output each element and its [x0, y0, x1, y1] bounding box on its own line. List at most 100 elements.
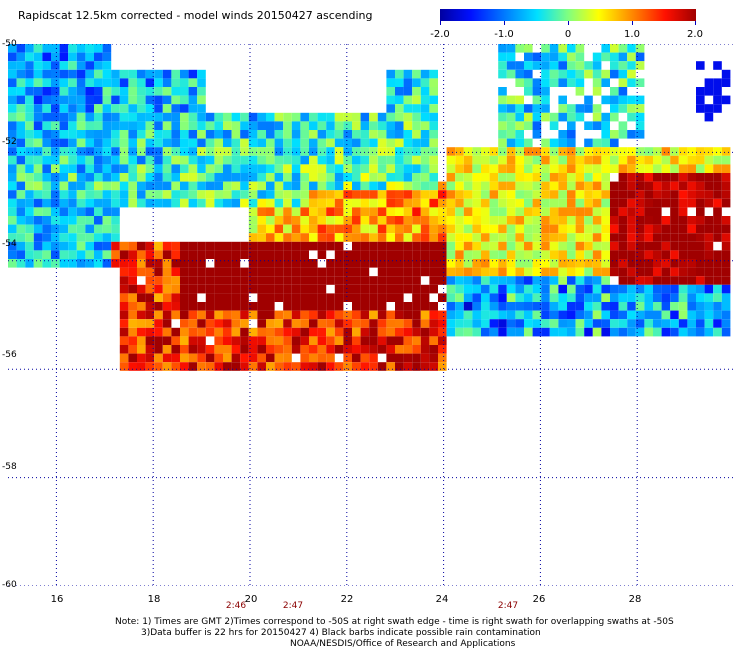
lon-label: 26: [532, 594, 546, 605]
wind-difference-cell: [618, 310, 628, 320]
wind-difference-cell: [721, 224, 731, 234]
wind-difference-cell: [291, 293, 301, 302]
wind-difference-cell: [205, 190, 215, 199]
wind-difference-cell: [377, 302, 387, 311]
wind-difference-cell: [317, 233, 327, 242]
wind-difference-cell: [610, 284, 619, 294]
wind-difference-cell: [326, 319, 335, 328]
wind-difference-cell: [343, 345, 352, 354]
wind-difference-cell: [248, 147, 258, 156]
wind-difference-cell: [162, 121, 172, 130]
wind-difference-cell: [644, 259, 653, 268]
wind-difference-cell: [334, 276, 344, 285]
wind-difference-cell: [102, 198, 112, 208]
wind-difference-cell: [266, 336, 275, 345]
wind-difference-cell: [231, 164, 241, 173]
wind-difference-cell: [25, 198, 34, 208]
wind-difference-cell: [300, 207, 309, 216]
wind-difference-cell: [214, 130, 223, 139]
wind-difference-cell: [68, 224, 77, 234]
wind-difference-cell: [266, 112, 275, 122]
wind-difference-cell: [524, 302, 533, 311]
wind-difference-cell: [231, 353, 241, 363]
wind-difference-cell: [575, 259, 585, 268]
swath-time-label: 2:47: [497, 601, 519, 611]
wind-difference-cell: [610, 233, 619, 242]
wind-difference-cell: [592, 267, 602, 277]
wind-difference-cell: [266, 224, 275, 234]
wind-difference-cell: [481, 198, 490, 208]
wind-difference-cell: [678, 198, 688, 208]
wind-difference-cell: [713, 284, 722, 294]
wind-difference-cell: [661, 259, 671, 268]
wind-difference-cell: [584, 207, 593, 216]
wind-difference-cell: [601, 78, 610, 87]
wind-difference-cell: [395, 284, 404, 294]
wind-difference-cell: [171, 293, 180, 302]
wind-difference-cell: [541, 327, 550, 337]
wind-difference-cell: [274, 327, 284, 337]
wind-difference-cell: [25, 207, 34, 216]
wind-difference-cell: [592, 121, 602, 130]
wind-difference-cell: [472, 181, 481, 191]
wind-difference-cell: [266, 241, 275, 251]
wind-difference-cell: [59, 87, 69, 96]
wind-difference-cell: [154, 112, 163, 122]
wind-difference-cell: [25, 112, 34, 122]
wind-difference-cell: [403, 164, 413, 173]
wind-difference-cell: [119, 336, 129, 345]
wind-difference-cell: [515, 224, 524, 234]
wind-difference-cell: [119, 112, 129, 122]
wind-difference-cell: [481, 310, 490, 320]
wind-difference-cell: [188, 138, 198, 148]
wind-difference-cell: [33, 44, 43, 53]
wind-difference-cell: [377, 190, 387, 199]
wind-difference-cell: [498, 302, 507, 311]
wind-difference-cell: [455, 181, 464, 191]
wind-difference-cell: [592, 112, 602, 122]
wind-difference-cell: [403, 250, 413, 259]
wind-difference-cell: [94, 241, 103, 251]
wind-difference-cell: [412, 181, 421, 191]
wind-difference-cell: [231, 345, 241, 354]
wind-difference-cell: [42, 138, 51, 148]
wind-difference-cell: [541, 112, 550, 122]
wind-difference-cell: [334, 155, 344, 165]
wind-difference-cell: [300, 216, 309, 225]
wind-difference-cell: [334, 190, 344, 199]
wind-difference-cell: [627, 164, 636, 173]
wind-difference-cell: [360, 164, 370, 173]
wind-difference-cell: [68, 233, 77, 242]
wind-difference-cell: [549, 181, 559, 191]
wind-difference-cell: [291, 198, 301, 208]
wind-difference-cell: [16, 95, 26, 105]
wind-difference-cell: [33, 78, 43, 87]
map-title: Rapidscat 12.5km corrected - model winds…: [18, 9, 373, 22]
wind-difference-cell: [618, 241, 628, 251]
wind-difference-cell: [592, 78, 602, 87]
wind-difference-cell: [549, 44, 559, 53]
wind-difference-cell: [506, 164, 516, 173]
wind-difference-cell: [420, 259, 430, 268]
wind-difference-cell: [205, 173, 215, 182]
wind-difference-cell: [317, 284, 327, 294]
wind-difference-cell: [506, 69, 516, 79]
colorbar-tick: [568, 21, 569, 25]
wind-difference-cell: [455, 267, 464, 277]
wind-difference-cell: [420, 190, 430, 199]
wind-difference-cell: [128, 173, 137, 182]
wind-difference-cell: [8, 224, 17, 234]
wind-difference-cell: [713, 267, 722, 277]
wind-difference-cell: [128, 284, 137, 294]
wind-difference-cell: [532, 121, 542, 130]
wind-difference-cell: [377, 362, 387, 371]
wind-difference-cell: [653, 233, 662, 242]
wind-difference-cell: [696, 284, 705, 294]
wind-difference-cell: [274, 164, 284, 173]
wind-difference-cell: [627, 216, 636, 225]
wind-difference-cell: [446, 241, 456, 251]
wind-difference-cell: [154, 259, 163, 268]
wind-difference-cell: [644, 147, 653, 156]
wind-difference-cell: [429, 198, 438, 208]
wind-difference-cell: [8, 44, 17, 53]
